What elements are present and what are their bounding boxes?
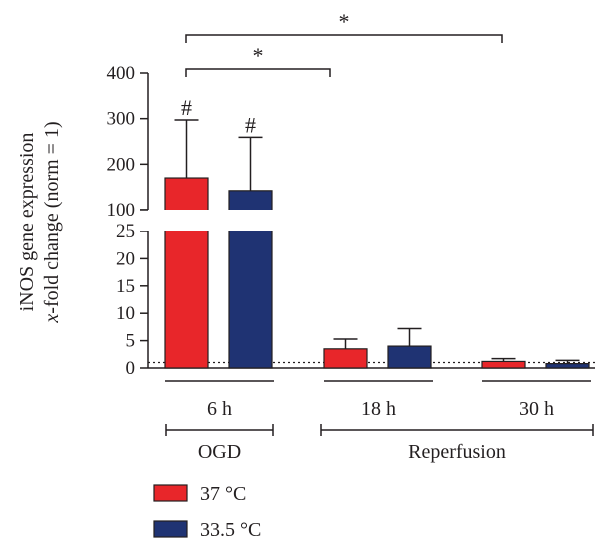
annotations-group: # # * * bbox=[181, 9, 503, 137]
y-axis-label-line-2: x-fold change (norm = 1) bbox=[41, 121, 63, 323]
bar bbox=[164, 177, 209, 369]
y-tick-label: 5 bbox=[126, 331, 136, 352]
category-label: 30 h bbox=[519, 398, 554, 420]
legend-label: 33.5 °C bbox=[200, 519, 261, 541]
significance-bracket bbox=[185, 34, 503, 43]
y-axis-label: iNOS gene expression x-fold change (norm… bbox=[16, 121, 63, 323]
legend-swatch bbox=[153, 520, 188, 538]
y-tick-label: 20 bbox=[116, 248, 135, 269]
y-axis-label-italic-part: x bbox=[41, 314, 63, 324]
legend-label: 37 °C bbox=[200, 483, 246, 505]
axes: 100 200 300 400 0 5 10 15 20 25 bbox=[107, 63, 595, 379]
axis-break-gap bbox=[138, 210, 288, 231]
category-labels-group: 6 h 18 h 30 h bbox=[165, 380, 591, 420]
y-tick-label: 25 bbox=[116, 221, 135, 242]
phase-bracket bbox=[165, 424, 274, 436]
y-tick-label: 0 bbox=[126, 358, 136, 379]
y-axis-label-rest: -fold change (norm = 1) bbox=[41, 121, 63, 313]
y-tick-label: 300 bbox=[107, 109, 136, 130]
bar bbox=[387, 345, 432, 369]
y-tick-label: 100 bbox=[107, 200, 136, 221]
significance-bracket bbox=[185, 68, 331, 77]
phase-label: Reperfusion bbox=[408, 441, 506, 463]
y-tick-label: 200 bbox=[107, 154, 136, 175]
significance-hash: # bbox=[245, 112, 256, 137]
bar bbox=[545, 363, 590, 369]
y-tick-label: 10 bbox=[116, 303, 135, 324]
y-axis-label-line-1: iNOS gene expression bbox=[16, 133, 38, 312]
bars-group bbox=[138, 119, 590, 369]
phase-groups: OGD Reperfusion bbox=[165, 424, 594, 463]
category-label: 18 h bbox=[361, 398, 396, 420]
bar bbox=[481, 360, 526, 369]
y-tick-label: 400 bbox=[107, 63, 136, 84]
legend-swatch bbox=[153, 484, 188, 502]
y-tick-label: 15 bbox=[116, 276, 135, 297]
bar bbox=[323, 348, 368, 369]
legend: 37 °C 33.5 °C bbox=[153, 483, 261, 541]
significance-star: * bbox=[339, 9, 350, 34]
phase-label: OGD bbox=[198, 441, 241, 463]
phase-bracket bbox=[320, 424, 594, 436]
category-label: 6 h bbox=[207, 398, 232, 420]
significance-hash: # bbox=[181, 95, 192, 120]
significance-star: * bbox=[253, 43, 264, 68]
